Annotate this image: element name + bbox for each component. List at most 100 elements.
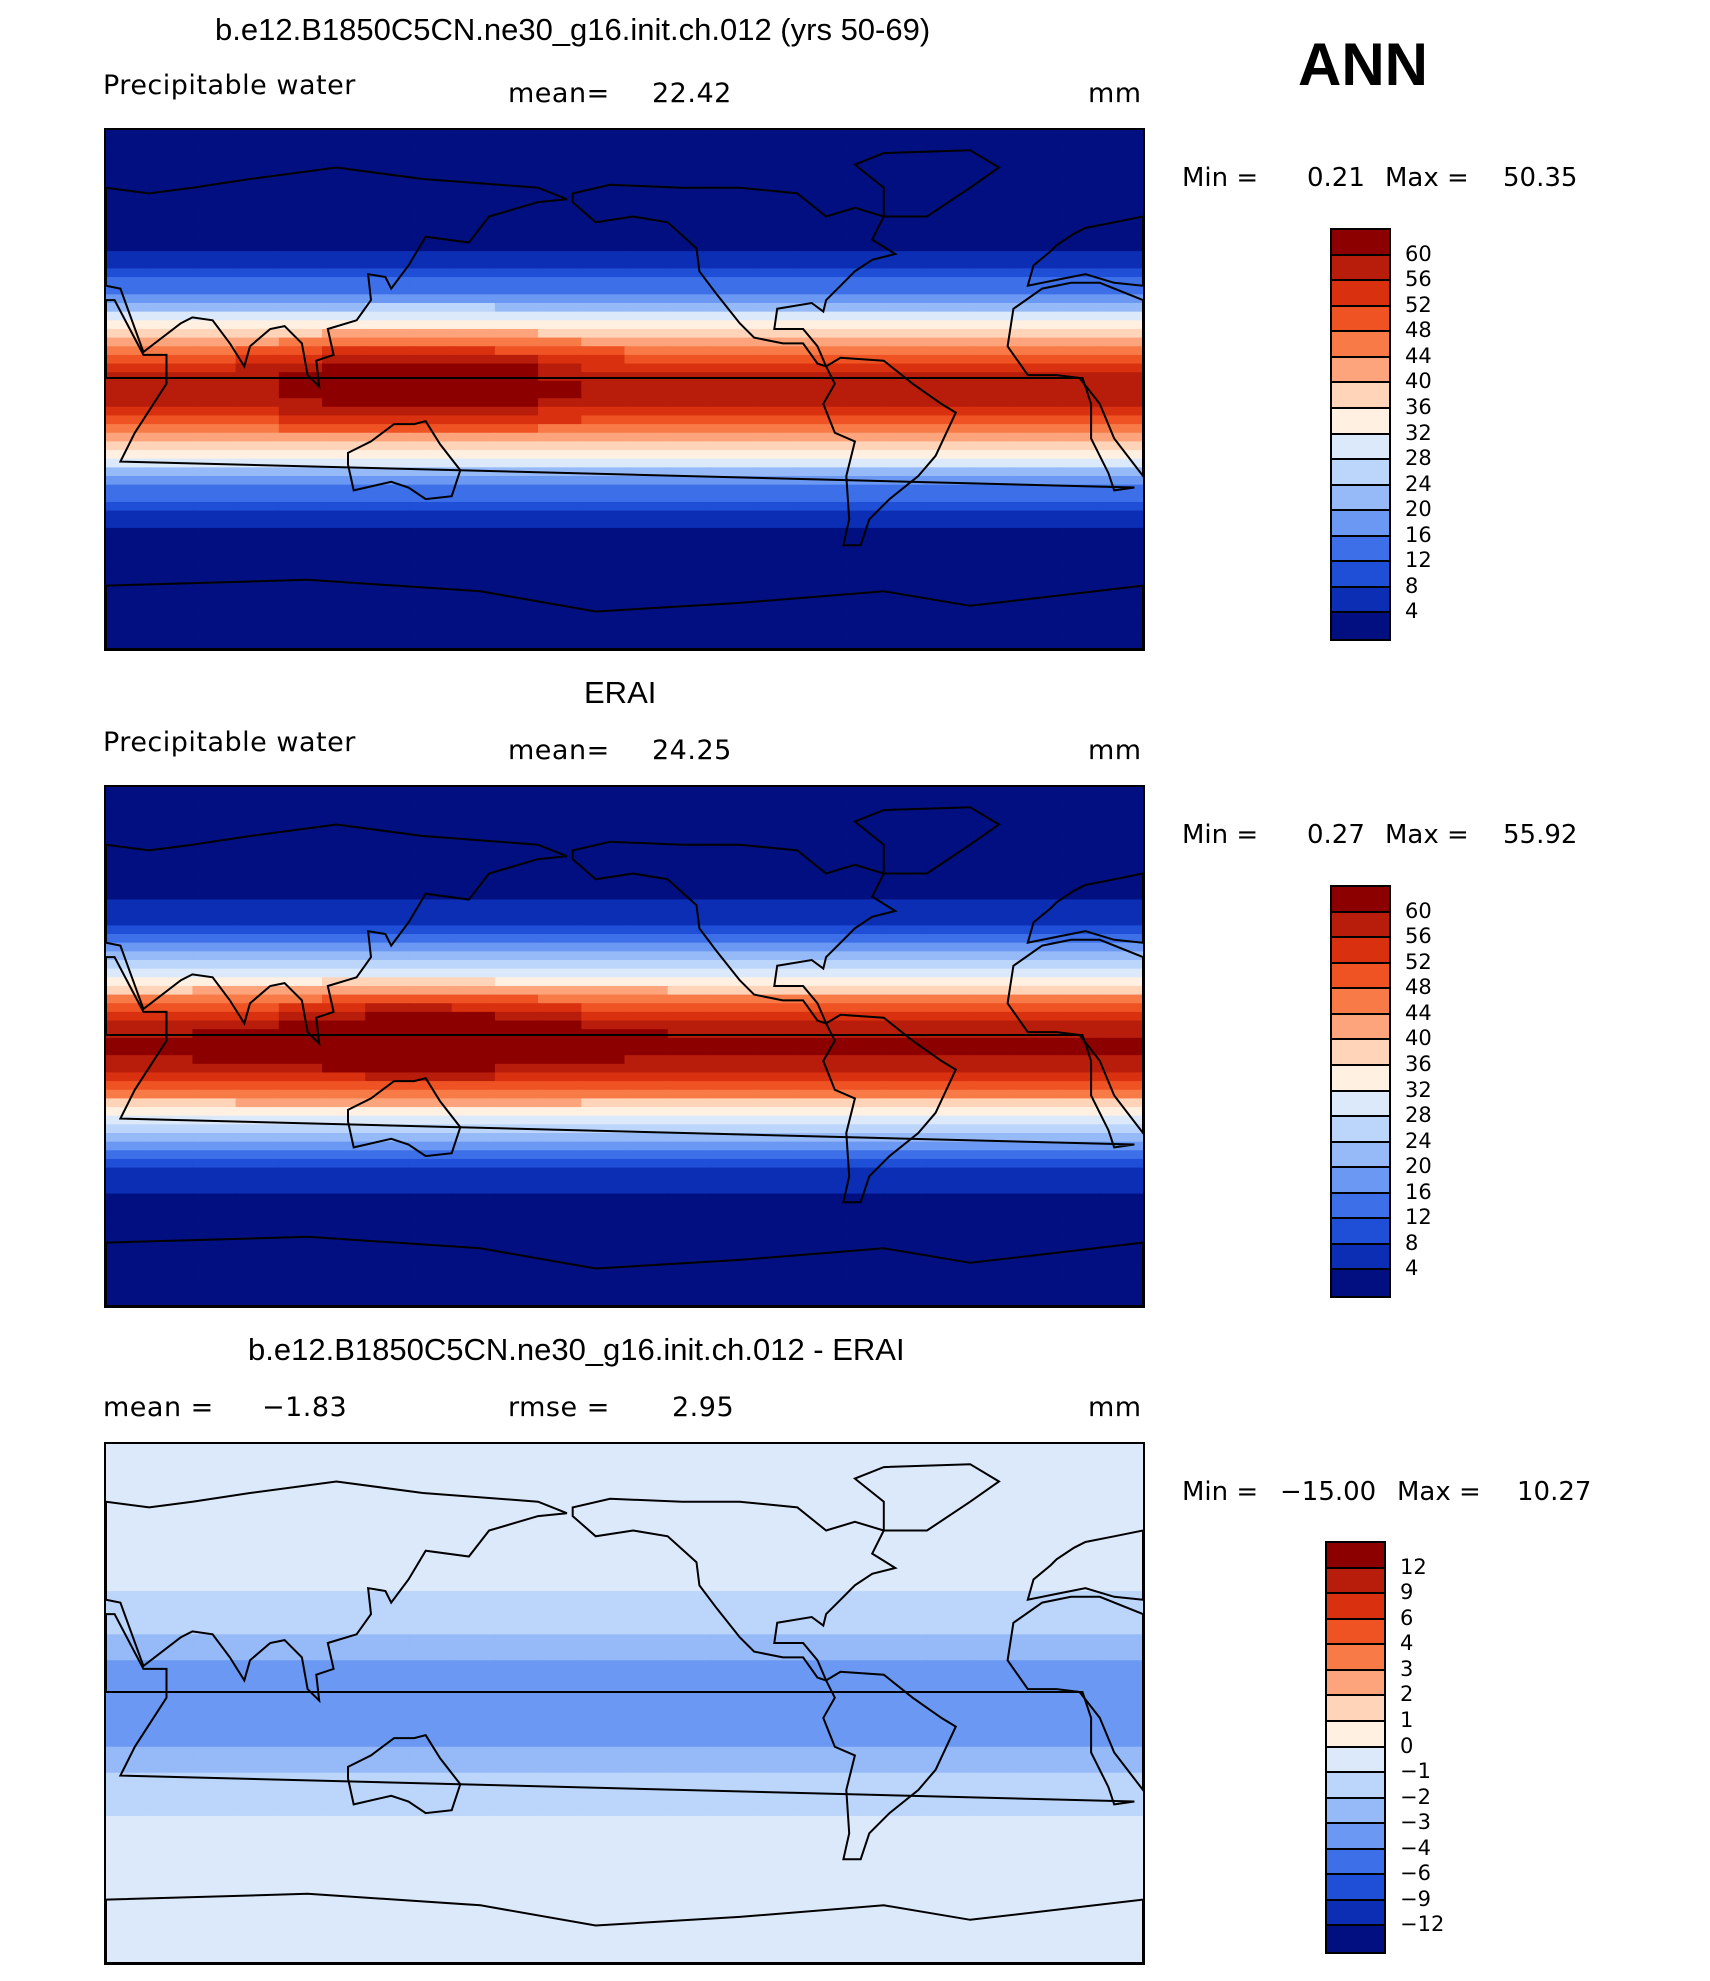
panel-3-mean-label: mean =	[103, 1392, 214, 1423]
field-cell	[970, 1565, 1015, 1575]
field-cell	[1056, 812, 1101, 823]
field-cell	[667, 545, 712, 555]
field-cell	[106, 1859, 151, 1869]
field-cell	[667, 1521, 712, 1532]
field-cell	[408, 1772, 453, 1783]
field-cell	[754, 458, 799, 469]
field-cell	[235, 623, 280, 633]
field-cell	[1099, 1746, 1143, 1757]
field-cell	[797, 484, 842, 495]
field-cell	[322, 1738, 367, 1748]
field-cell	[149, 1158, 194, 1169]
field-cell	[710, 1807, 756, 1817]
field-cell	[797, 406, 842, 417]
field-cell	[235, 1444, 280, 1454]
field-cell	[365, 1539, 410, 1549]
field-cell	[754, 138, 799, 149]
field-cell	[883, 934, 928, 944]
field-cell	[926, 1124, 972, 1134]
field-cell	[581, 623, 626, 633]
field-cell	[1099, 1020, 1143, 1031]
field-cell	[235, 1824, 280, 1835]
field-cell	[235, 1937, 280, 1947]
field-cell	[322, 1461, 367, 1471]
colorbar-tick-label: 28	[1405, 1103, 1432, 1128]
field-cell	[840, 1167, 885, 1178]
field-cell	[710, 934, 756, 944]
field-cell	[797, 1651, 842, 1662]
field-cell	[322, 346, 367, 356]
field-cell	[1056, 1478, 1101, 1489]
field-cell	[365, 1781, 410, 1791]
field-cell	[1056, 1556, 1101, 1567]
field-cell	[235, 1210, 280, 1221]
field-cell	[797, 510, 842, 521]
field-cell	[1099, 890, 1143, 901]
field-cell	[494, 242, 540, 253]
field-cell	[451, 1219, 496, 1230]
field-cell	[667, 1158, 712, 1169]
field-cell	[538, 1193, 583, 1204]
field-cell	[667, 155, 712, 166]
field-cell	[581, 812, 626, 823]
field-cell	[840, 1660, 885, 1670]
field-cell	[451, 467, 496, 477]
field-cell	[149, 1262, 194, 1273]
field-cell	[235, 856, 280, 866]
field-cell	[667, 294, 712, 304]
field-cell	[1099, 190, 1143, 201]
field-cell	[1099, 354, 1143, 365]
field-cell	[106, 164, 151, 175]
field-cell	[1056, 1937, 1101, 1947]
field-cell	[451, 1176, 496, 1186]
field-cell	[710, 242, 756, 253]
field-cell	[797, 1919, 842, 1930]
field-cell	[970, 450, 1015, 460]
field-cell	[408, 1245, 453, 1256]
field-cell	[538, 1280, 583, 1290]
field-cell	[710, 1150, 756, 1160]
field-cell	[192, 1513, 237, 1523]
colorbar-tick-label: 52	[1405, 292, 1432, 317]
field-cell	[365, 1089, 410, 1100]
field-cell	[926, 1262, 972, 1273]
field-cell	[970, 1469, 1015, 1480]
field-cell	[926, 1495, 972, 1506]
field-cell	[408, 1530, 453, 1541]
field-cell	[494, 1565, 540, 1575]
field-cell	[365, 977, 410, 987]
field-cell	[926, 605, 972, 616]
field-cell	[365, 1055, 410, 1065]
field-cell	[581, 251, 626, 261]
field-cell	[581, 1807, 626, 1817]
field-cell	[322, 1660, 367, 1670]
field-cell	[970, 1504, 1015, 1515]
field-cell	[797, 916, 842, 927]
field-cell	[970, 631, 1015, 642]
field-cell	[235, 450, 280, 460]
field-cell	[365, 476, 410, 486]
field-cell	[581, 545, 626, 555]
field-cell	[1099, 960, 1143, 970]
field-cell	[840, 994, 885, 1005]
field-cell	[710, 1815, 756, 1826]
field-cell	[1013, 787, 1058, 797]
field-cell	[235, 579, 280, 590]
field-cell	[710, 1954, 756, 1963]
field-cell	[1013, 1115, 1058, 1126]
colorbar-tick-label: −2	[1400, 1784, 1431, 1809]
field-cell	[883, 484, 928, 495]
field-cell	[754, 1469, 799, 1480]
field-cell	[451, 1815, 496, 1826]
field-cell	[926, 1781, 972, 1791]
field-cell	[970, 1885, 1015, 1895]
field-cell	[797, 847, 842, 858]
field-cell	[365, 259, 410, 270]
field-cell	[581, 1236, 626, 1247]
field-cell	[581, 1556, 626, 1567]
field-cell	[710, 1867, 756, 1878]
field-cell	[883, 873, 928, 884]
field-cell	[970, 1124, 1015, 1134]
field-cell	[1013, 856, 1058, 866]
coastline	[852, 149, 1001, 218]
